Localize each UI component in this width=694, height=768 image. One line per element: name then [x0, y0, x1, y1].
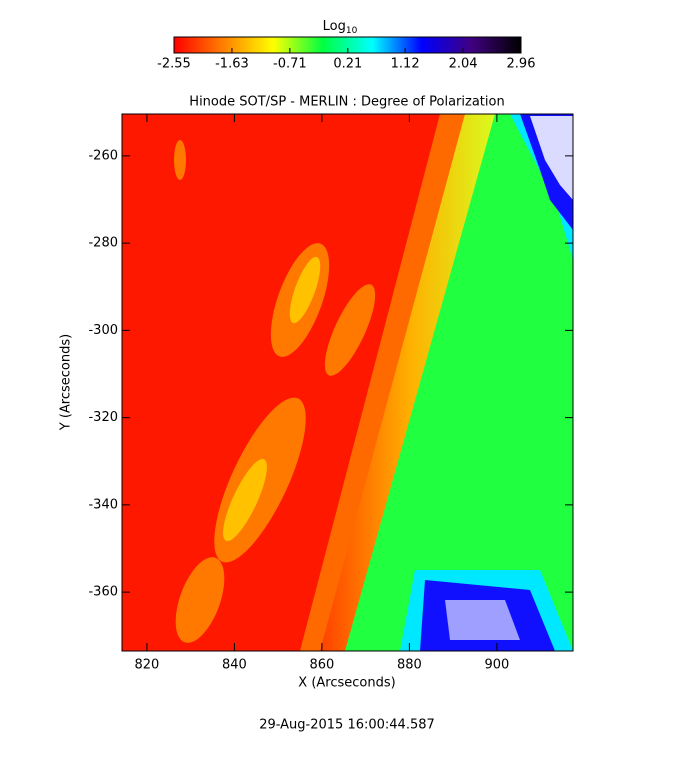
x-axis-label: X (Arcseconds)	[298, 676, 395, 691]
x-tick-label: 840	[222, 658, 247, 673]
x-tick-label: 880	[397, 658, 422, 673]
plot-frame	[121, 113, 574, 652]
colorbar-label-base: Log	[323, 19, 346, 34]
y-tick-label: -260	[88, 148, 118, 163]
colorbar-label: Log10	[323, 19, 358, 36]
colorbar-tick-label: 2.96	[507, 57, 536, 72]
y-axis-label: Y (Arcseconds)	[59, 334, 74, 431]
colorbar-tick-label: -1.63	[215, 57, 249, 72]
colorbar-tick-label: 1.12	[391, 57, 420, 72]
heatmap-image	[122, 114, 573, 651]
chart-title: Hinode SOT/SP - MERLIN : Degree of Polar…	[189, 95, 504, 110]
y-tick-label: -340	[88, 497, 118, 512]
y-tick-label: -320	[88, 410, 118, 425]
colorbar-tick-label: -0.71	[273, 57, 307, 72]
x-tick-label: 900	[484, 658, 509, 673]
colorbar-tick-label: 0.21	[333, 57, 362, 72]
timestamp: 29-Aug-2015 16:00:44.587	[259, 718, 435, 733]
x-tick-label: 820	[135, 658, 160, 673]
y-tick-label: -360	[88, 585, 118, 600]
x-tick-label: 860	[309, 658, 334, 673]
colorbar-tick-label: 2.04	[449, 57, 478, 72]
colorbar-label-subscript: 10	[346, 26, 358, 36]
colorbar-tick-label: -2.55	[157, 57, 191, 72]
y-tick-label: -280	[88, 236, 118, 251]
y-tick-label: -300	[88, 323, 118, 338]
